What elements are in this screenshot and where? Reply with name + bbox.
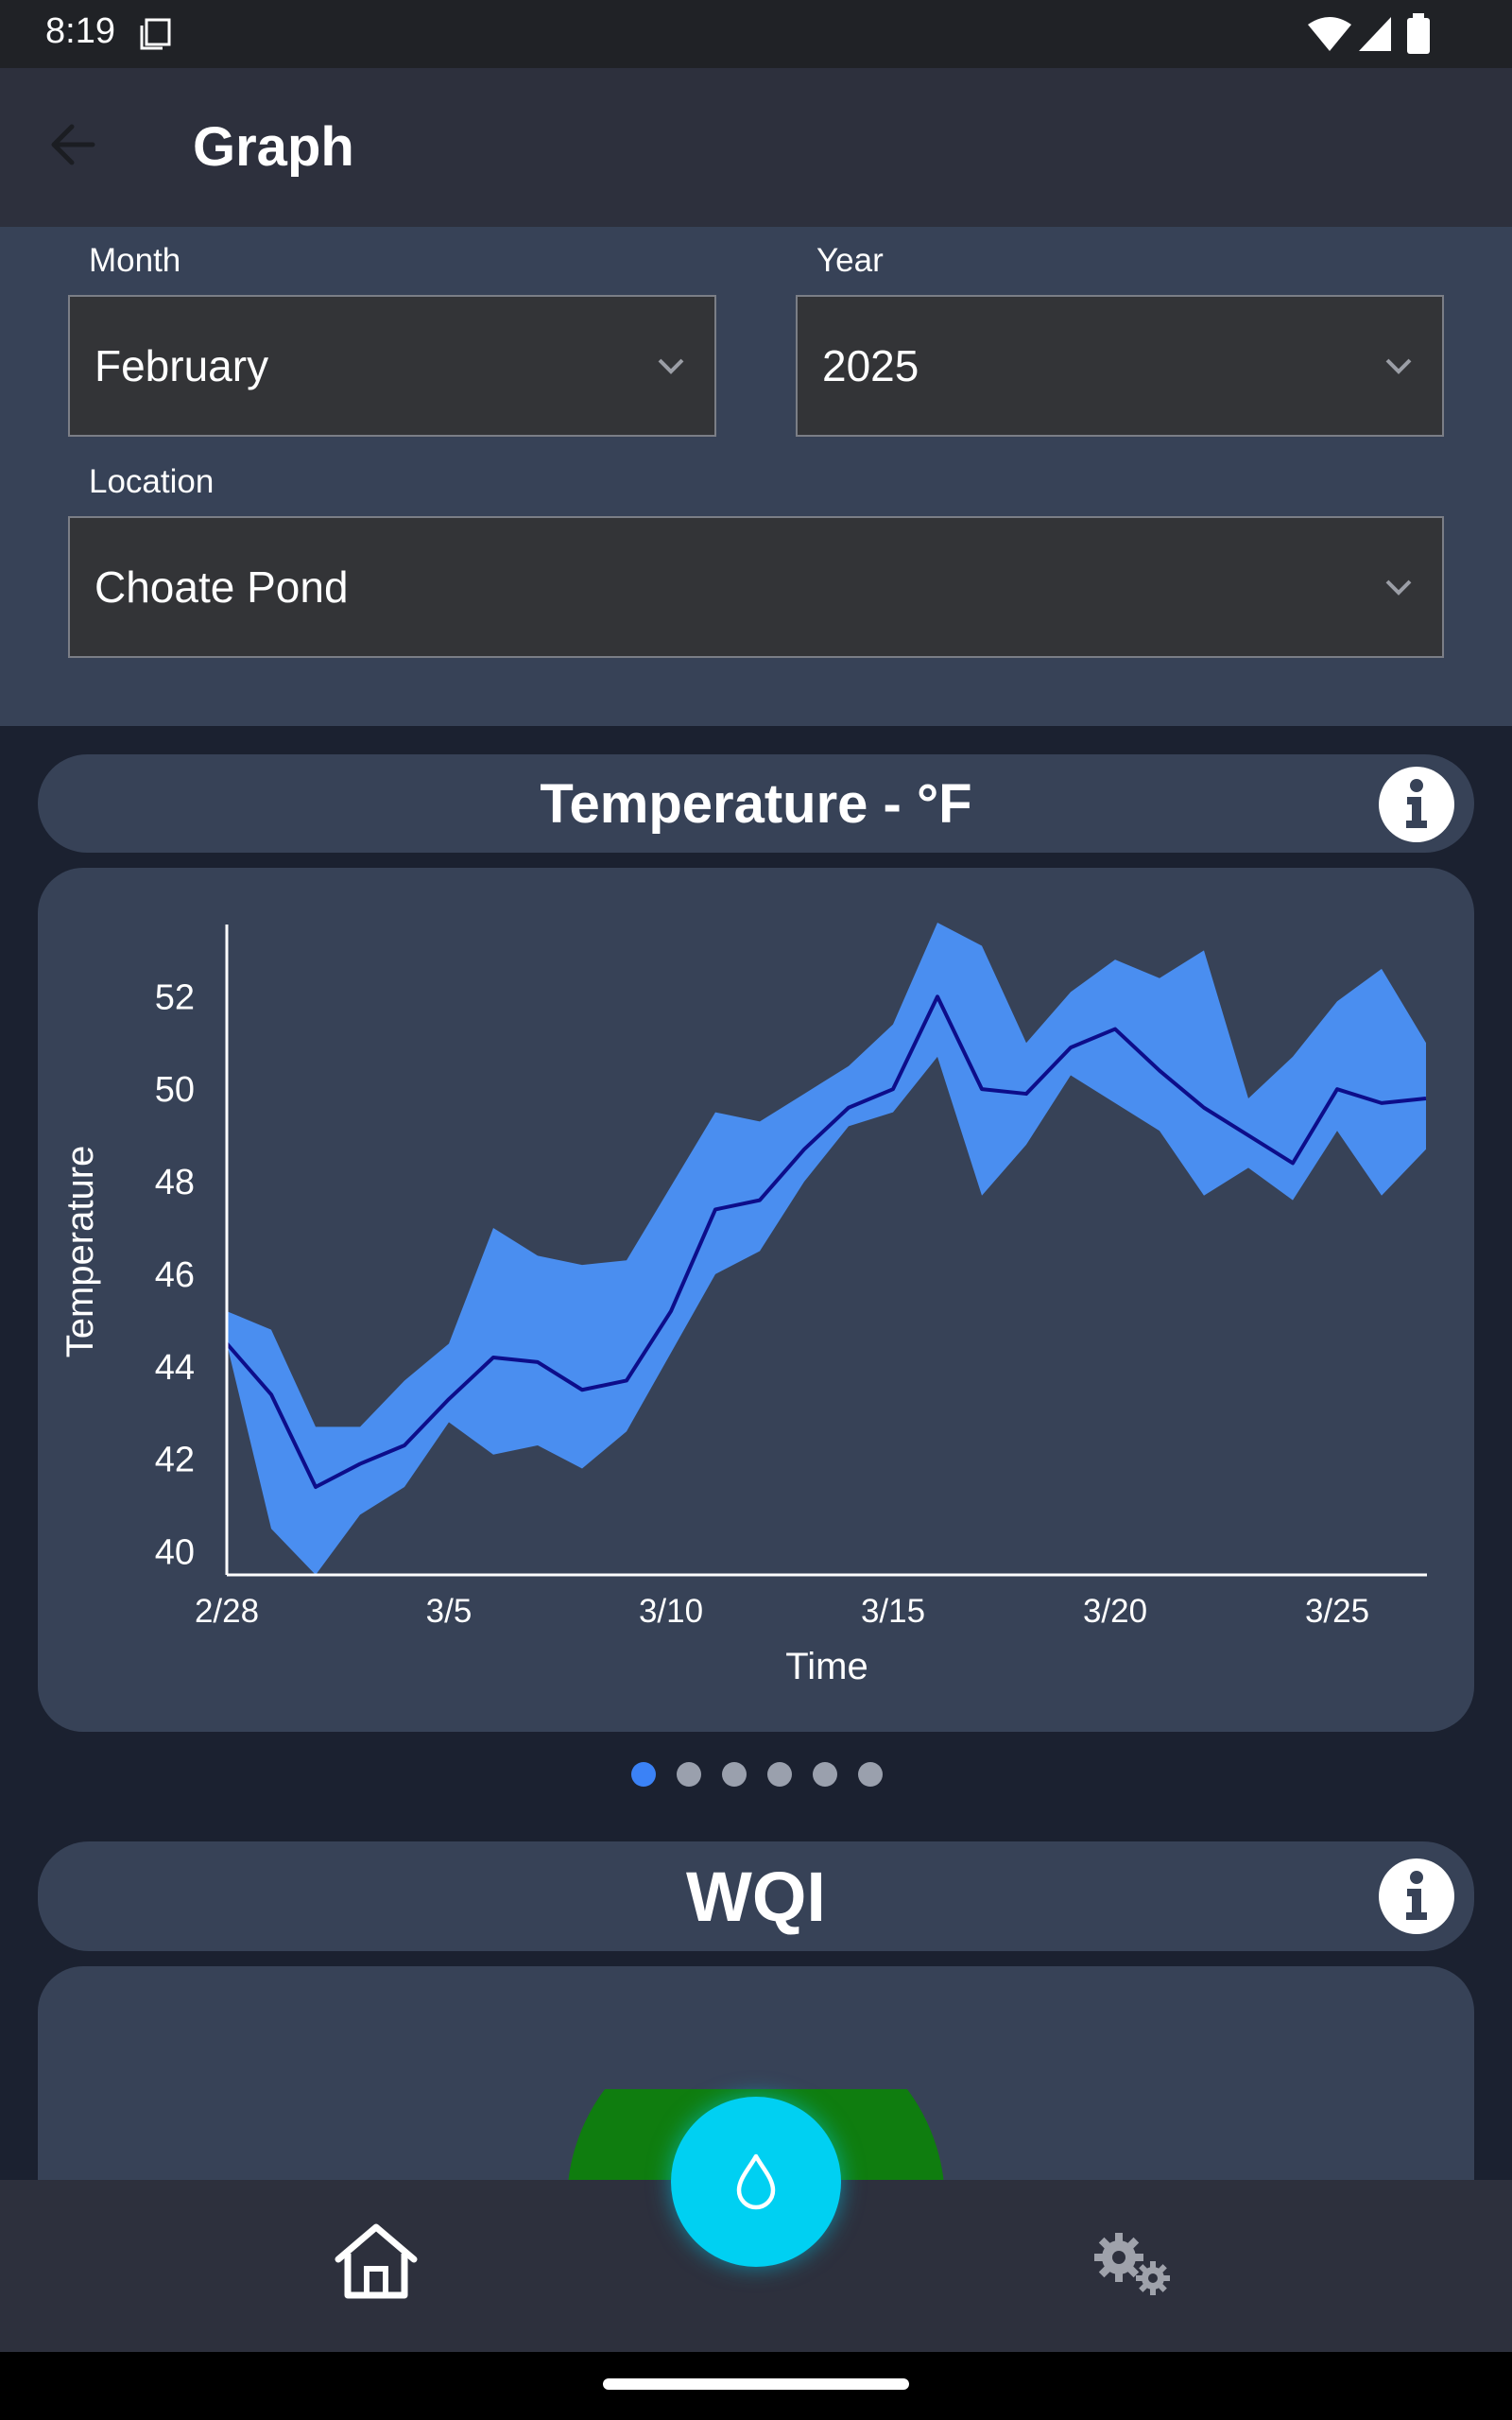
month-label: Month	[89, 242, 181, 279]
month-value: February	[94, 341, 269, 390]
water-test-fab[interactable]	[671, 2097, 841, 2267]
confidence-band	[227, 923, 1426, 1575]
year-label: Year	[816, 242, 884, 279]
temperature-card-header: Temperature - °F	[38, 754, 1474, 853]
y-tick-label: 46	[155, 1255, 195, 1295]
wqi-card-title: WQI	[686, 1857, 826, 1936]
mean-temperature-line	[225, 994, 1427, 1490]
app-bar: Graph	[0, 68, 1512, 227]
month-select[interactable]: February	[68, 295, 716, 437]
arrow-left-icon[interactable]	[43, 115, 102, 174]
location-value: Choate Pond	[94, 562, 349, 612]
battery-icon	[1407, 13, 1430, 54]
location-label: Location	[89, 463, 215, 500]
x-tick-label: 3/20	[1083, 1593, 1147, 1630]
pagination-dot[interactable]	[722, 1762, 747, 1787]
x-tick-label: 3/15	[861, 1593, 925, 1630]
pagination-dots	[631, 1762, 883, 1787]
x-tick-label: 3/25	[1305, 1593, 1369, 1630]
y-tick-label: 44	[155, 1348, 195, 1388]
location-select[interactable]: Choate Pond	[68, 516, 1444, 658]
temperature-chart: 40 42 44 46 48 50 52 2/28 3/5 3/10 3/15 3/20 3/25 Tim…	[60, 923, 1427, 1687]
x-tick-label: 3/5	[426, 1593, 472, 1630]
y-tick-label: 50	[155, 1070, 195, 1110]
home-icon[interactable]	[333, 2221, 420, 2301]
temperature-chart-card: 40 42 44 46 48 50 52 2/28 3/5 3/10 3/15 3/20 3/25 Tim…	[38, 868, 1474, 1732]
wqi-card-header: WQI	[38, 1841, 1474, 1951]
signal-icon	[1359, 17, 1391, 51]
y-tick-label: 42	[155, 1441, 195, 1480]
gears-icon[interactable]	[1092, 2231, 1176, 2299]
info-icon[interactable]	[1378, 766, 1455, 843]
y-tick-label: 52	[155, 977, 195, 1017]
x-tick-label: 2/28	[195, 1593, 259, 1630]
chevron-down-icon	[1385, 579, 1412, 596]
page-title: Graph	[193, 116, 354, 178]
pagination-dot[interactable]	[677, 1762, 701, 1787]
y-tick-label: 48	[155, 1163, 195, 1202]
year-select[interactable]: 2025	[796, 295, 1444, 437]
home-gesture-pill[interactable]	[603, 2378, 909, 2390]
y-tick-label: 40	[155, 1533, 195, 1573]
water-drop-icon	[736, 2153, 776, 2210]
year-value: 2025	[822, 341, 919, 390]
pagination-dot[interactable]	[631, 1762, 656, 1787]
y-axis-title: Temperature	[60, 1146, 101, 1358]
x-axis-title: Time	[785, 1646, 868, 1687]
chevron-down-icon	[658, 358, 684, 374]
filter-panel: Month February Year 2025 Location Choate…	[0, 227, 1512, 726]
pagination-dot[interactable]	[767, 1762, 792, 1787]
chevron-down-icon	[1385, 358, 1412, 374]
wifi-icon	[1308, 17, 1351, 51]
x-tick-label: 3/10	[639, 1593, 703, 1630]
pagination-dot[interactable]	[858, 1762, 883, 1787]
info-icon[interactable]	[1378, 1858, 1455, 1935]
pagination-dot[interactable]	[813, 1762, 837, 1787]
status-bar: 8:19	[0, 0, 1512, 68]
status-time: 8:19	[45, 11, 115, 51]
temperature-card-title: Temperature - °F	[540, 772, 972, 835]
notification-icon	[140, 18, 171, 50]
